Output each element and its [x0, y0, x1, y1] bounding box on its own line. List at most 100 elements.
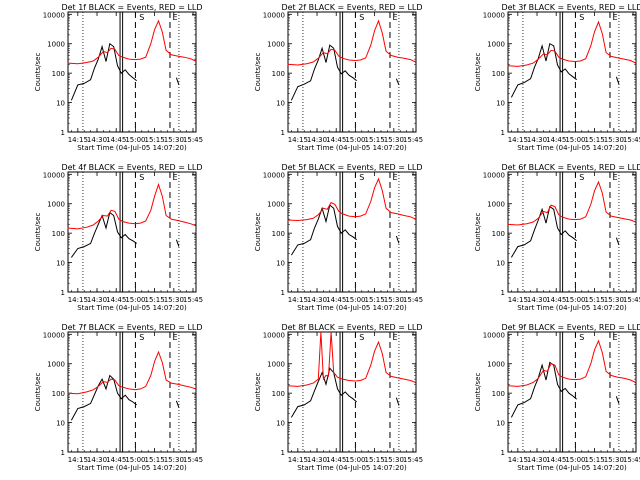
- interval-marker-letter: S: [139, 173, 144, 182]
- y-tick-label: 1000: [267, 201, 285, 209]
- y-tick-label: 1: [501, 129, 505, 137]
- series-line-lld: [287, 177, 416, 222]
- y-tick-label: 10: [56, 420, 65, 428]
- detector-panel-1: Det 1f BLACK = Events, RED = LLD 14:15 14:…: [34, 3, 203, 152]
- x-axis-label: Start Time (04-Jul-05 14:07:20): [517, 304, 627, 312]
- y-tick-label: 100: [52, 390, 65, 398]
- x-tick-label: 15:15: [145, 136, 165, 144]
- x-tick-label: 14:15: [68, 456, 88, 464]
- interval-marker-letter: S: [359, 173, 364, 182]
- y-axis-label: Counts/sec: [474, 53, 482, 92]
- x-tick-label: 15:30: [604, 296, 624, 304]
- x-tick-label: 15:45: [403, 456, 423, 464]
- series-line-lld: [507, 20, 636, 67]
- panel-title: Det 8f BLACK = Events, RED = LLD: [281, 323, 422, 332]
- y-tick-label: 100: [272, 230, 285, 238]
- y-tick-label: 10000: [43, 331, 65, 339]
- series-line-events: [70, 42, 138, 101]
- y-tick-label: 100: [52, 70, 65, 78]
- plot-frame: [287, 11, 417, 133]
- series-line-events: [615, 396, 620, 404]
- x-tick-label: 14:15: [68, 136, 88, 144]
- y-tick-label: 1000: [267, 41, 285, 49]
- plot-frame: [287, 331, 417, 453]
- x-tick-label: 14:15: [508, 136, 528, 144]
- interval-marker-letter: E: [613, 333, 618, 342]
- y-tick-label: 1000: [487, 41, 505, 49]
- y-tick-label: 1: [501, 449, 505, 457]
- x-tick-label: 14:15: [288, 456, 308, 464]
- series-line-lld: [507, 180, 636, 226]
- x-tick-label: 15:15: [585, 456, 605, 464]
- x-tick-label: 15:15: [145, 296, 165, 304]
- series-line-events: [70, 211, 137, 258]
- y-tick-label: 10: [276, 420, 285, 428]
- y-tick-label: 1: [61, 449, 65, 457]
- y-tick-label: 1000: [47, 361, 65, 369]
- y-axis-label: Counts/sec: [34, 213, 42, 252]
- x-tick-label: 14:30: [527, 456, 547, 464]
- interval-marker-letter: E: [393, 333, 398, 342]
- x-tick-label: 15:30: [164, 296, 184, 304]
- series-line-lld: [67, 182, 196, 230]
- x-tick-label: 14:30: [87, 136, 107, 144]
- series-line-events: [395, 78, 400, 86]
- x-tick-label: 14:30: [87, 296, 107, 304]
- y-tick-label: 1000: [47, 201, 65, 209]
- x-tick-label: 14:15: [68, 296, 88, 304]
- series-line-events: [290, 204, 358, 256]
- plot-frame: [287, 171, 417, 293]
- series-line-events: [290, 44, 358, 101]
- y-tick-label: 1000: [47, 41, 65, 49]
- panel-title: Det 7f BLACK = Events, RED = LLD: [61, 323, 202, 332]
- x-tick-label: 15:30: [604, 456, 624, 464]
- panel-title: Det 1f BLACK = Events, RED = LLD: [61, 3, 202, 12]
- series-line-lld: [507, 339, 636, 387]
- x-tick-label: 14:45: [546, 136, 566, 144]
- y-tick-label: 1: [501, 289, 505, 297]
- x-tick-label: 15:45: [623, 136, 640, 144]
- plot-frame: [507, 11, 637, 133]
- series-line-events: [510, 42, 578, 98]
- y-tick-label: 10000: [263, 331, 285, 339]
- x-tick-label: 15:45: [403, 136, 423, 144]
- x-tick-label: 15:00: [125, 136, 145, 144]
- x-tick-label: 15:30: [384, 296, 404, 304]
- x-tick-label: 15:30: [604, 136, 624, 144]
- x-tick-label: 15:15: [365, 296, 385, 304]
- x-tick-label: 14:45: [106, 296, 126, 304]
- x-tick-label: 15:15: [585, 136, 605, 144]
- y-axis-label: Counts/sec: [254, 213, 262, 252]
- x-axis-label: Start Time (04-Jul-05 14:07:20): [297, 144, 407, 152]
- y-tick-label: 10000: [483, 11, 505, 19]
- y-tick-label: 10000: [263, 171, 285, 179]
- series-line-lld: [287, 19, 416, 66]
- x-tick-label: 14:45: [546, 296, 566, 304]
- x-axis-label: Start Time (04-Jul-05 14:07:20): [517, 464, 627, 472]
- y-tick-label: 100: [52, 230, 65, 238]
- x-tick-label: 15:45: [183, 456, 203, 464]
- interval-marker-letter: S: [579, 13, 584, 22]
- plot-frame: [67, 11, 197, 133]
- interval-marker-letter: S: [359, 333, 364, 342]
- y-tick-label: 10000: [263, 11, 285, 19]
- y-axis-label: Counts/sec: [474, 373, 482, 412]
- x-tick-label: 15:30: [384, 456, 404, 464]
- x-tick-label: 15:00: [565, 296, 585, 304]
- y-tick-label: 100: [492, 390, 505, 398]
- series-line-events: [395, 235, 400, 244]
- series-line-events: [395, 397, 400, 406]
- series-line-events: [70, 374, 138, 421]
- y-tick-label: 1000: [267, 361, 285, 369]
- x-tick-label: 15:15: [365, 456, 385, 464]
- x-axis-label: Start Time (04-Jul-05 14:07:20): [77, 304, 187, 312]
- y-tick-label: 10000: [483, 331, 505, 339]
- plot-frame: [67, 171, 197, 293]
- series-line-events: [290, 367, 358, 418]
- interval-marker-letter: S: [139, 333, 144, 342]
- panel-title: Det 6f BLACK = Events, RED = LLD: [501, 163, 640, 172]
- x-axis-label: Start Time (04-Jul-05 14:07:20): [77, 464, 187, 472]
